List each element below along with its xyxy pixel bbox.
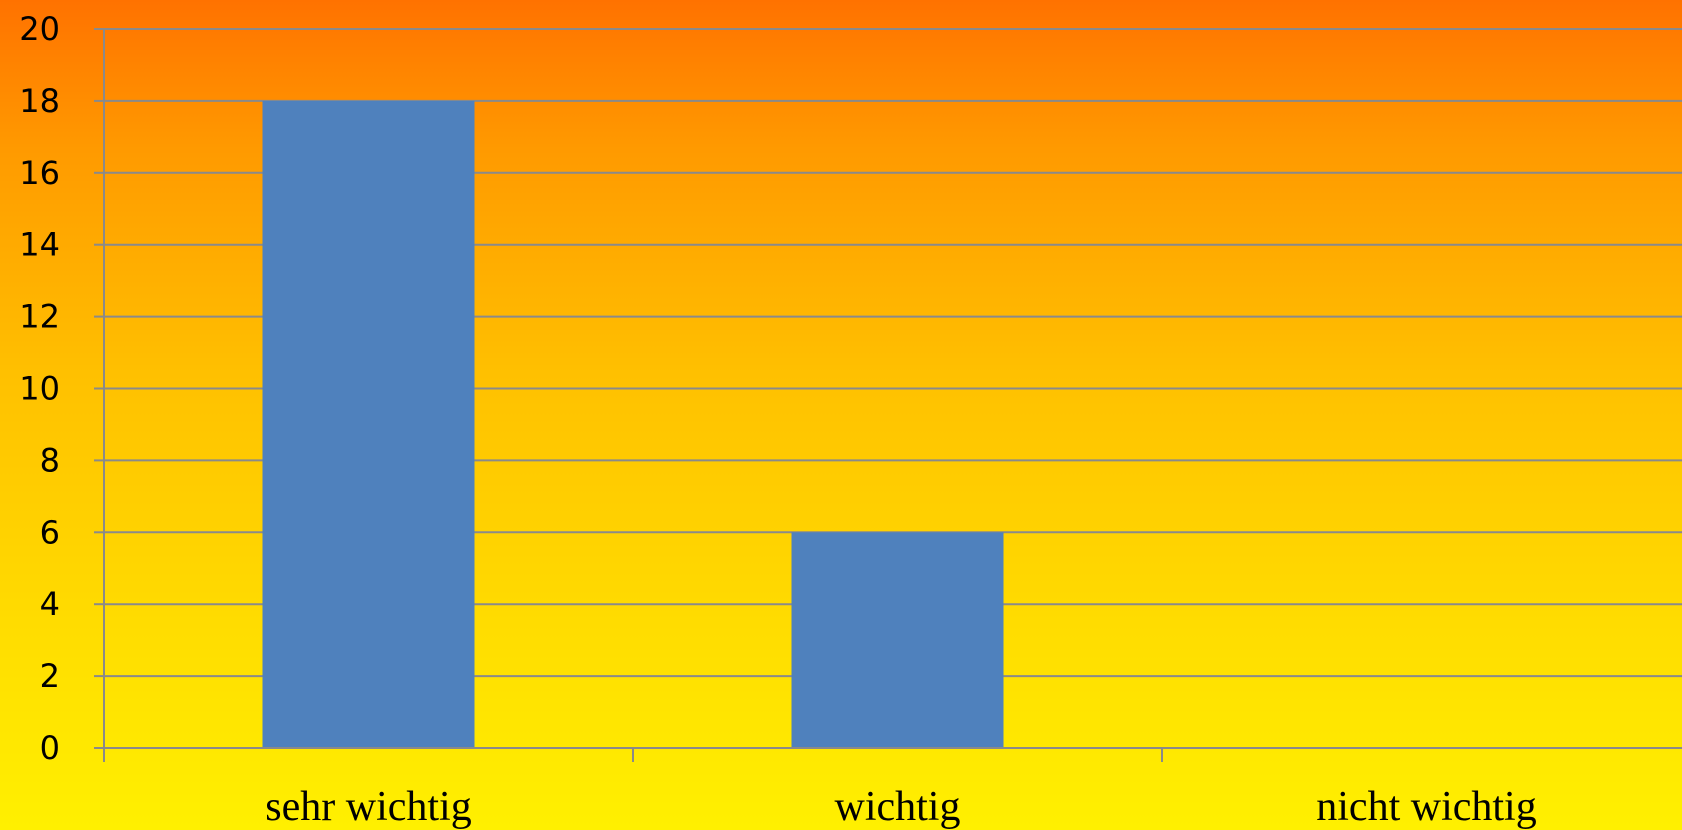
y-tick-label: 20 [19, 10, 60, 48]
bars [262, 100, 1004, 748]
x-tick-label: wichtig [835, 784, 961, 830]
bar-1 [262, 100, 475, 748]
x-tick-label: nicht wichtig [1316, 784, 1536, 830]
y-tick-label: 10 [19, 370, 60, 408]
y-tick-labels: 0 2 4 6 8 10 12 14 16 18 20 [19, 10, 60, 767]
y-tick-label: 16 [19, 154, 60, 192]
axes [94, 28, 1682, 762]
y-tick-label: 6 [40, 513, 60, 551]
y-tick-label: 4 [40, 585, 60, 623]
x-tick-labels: sehr wichtig wichtig nicht wichtig [265, 784, 1536, 830]
y-tick-label: 18 [19, 82, 60, 120]
x-tick-label: sehr wichtig [265, 784, 471, 830]
y-tick-label: 14 [19, 226, 60, 264]
y-tick-label: 0 [40, 729, 60, 767]
y-tick-label: 8 [40, 441, 60, 479]
y-tick-label: 12 [19, 298, 60, 336]
bar-2 [791, 532, 1004, 748]
y-tick-label: 2 [40, 657, 60, 695]
